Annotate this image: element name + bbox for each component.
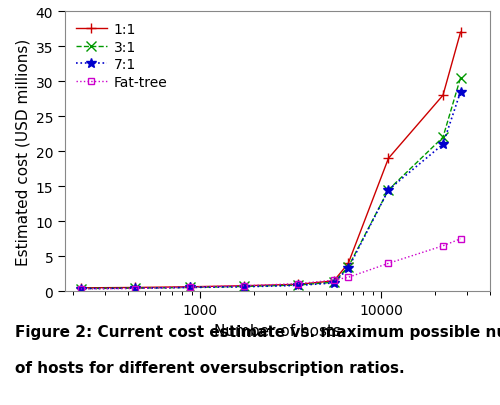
7:1 [440, 143, 446, 147]
3:1 [331, 280, 337, 285]
7:1 [78, 286, 84, 291]
7:1 [346, 266, 352, 271]
7:1 [458, 90, 464, 95]
3:1 [132, 286, 138, 291]
Fat-tree [187, 285, 193, 290]
1:1 [346, 261, 352, 266]
Fat-tree [132, 286, 138, 291]
1:1 [331, 279, 337, 284]
3:1 [78, 286, 84, 291]
3:1 [440, 135, 446, 141]
Fat-tree [346, 275, 352, 280]
Text: Figure 2: Current cost estimate vs. maximum possible number: Figure 2: Current cost estimate vs. maxi… [15, 324, 500, 339]
Text: of hosts for different oversubscription ratios.: of hosts for different oversubscription … [15, 360, 404, 375]
X-axis label: Number of hosts: Number of hosts [214, 323, 341, 338]
7:1 [242, 285, 248, 290]
Line: Fat-tree: Fat-tree [78, 236, 464, 293]
1:1 [78, 286, 84, 290]
Line: 7:1: 7:1 [76, 87, 466, 294]
3:1 [458, 76, 464, 81]
Legend: 1:1, 3:1, 7:1, Fat-tree: 1:1, 3:1, 7:1, Fat-tree [72, 19, 172, 94]
7:1 [386, 188, 392, 193]
Y-axis label: Estimated cost (USD millions): Estimated cost (USD millions) [15, 38, 30, 265]
7:1 [296, 283, 302, 288]
1:1 [132, 286, 138, 290]
3:1 [386, 188, 392, 193]
1:1 [187, 285, 193, 290]
Fat-tree [331, 278, 337, 283]
Fat-tree [386, 261, 392, 266]
Fat-tree [242, 284, 248, 288]
1:1 [296, 282, 302, 287]
Fat-tree [78, 287, 84, 292]
1:1 [386, 156, 392, 161]
3:1 [296, 283, 302, 288]
3:1 [242, 284, 248, 289]
3:1 [187, 286, 193, 290]
7:1 [331, 281, 337, 286]
Fat-tree [440, 244, 446, 249]
Line: 1:1: 1:1 [76, 28, 466, 293]
1:1 [440, 94, 446, 98]
1:1 [242, 284, 248, 288]
Fat-tree [296, 281, 302, 286]
7:1 [132, 286, 138, 291]
1:1 [458, 31, 464, 36]
7:1 [187, 286, 193, 290]
Line: 3:1: 3:1 [76, 74, 466, 294]
Fat-tree [458, 237, 464, 242]
3:1 [346, 265, 352, 270]
